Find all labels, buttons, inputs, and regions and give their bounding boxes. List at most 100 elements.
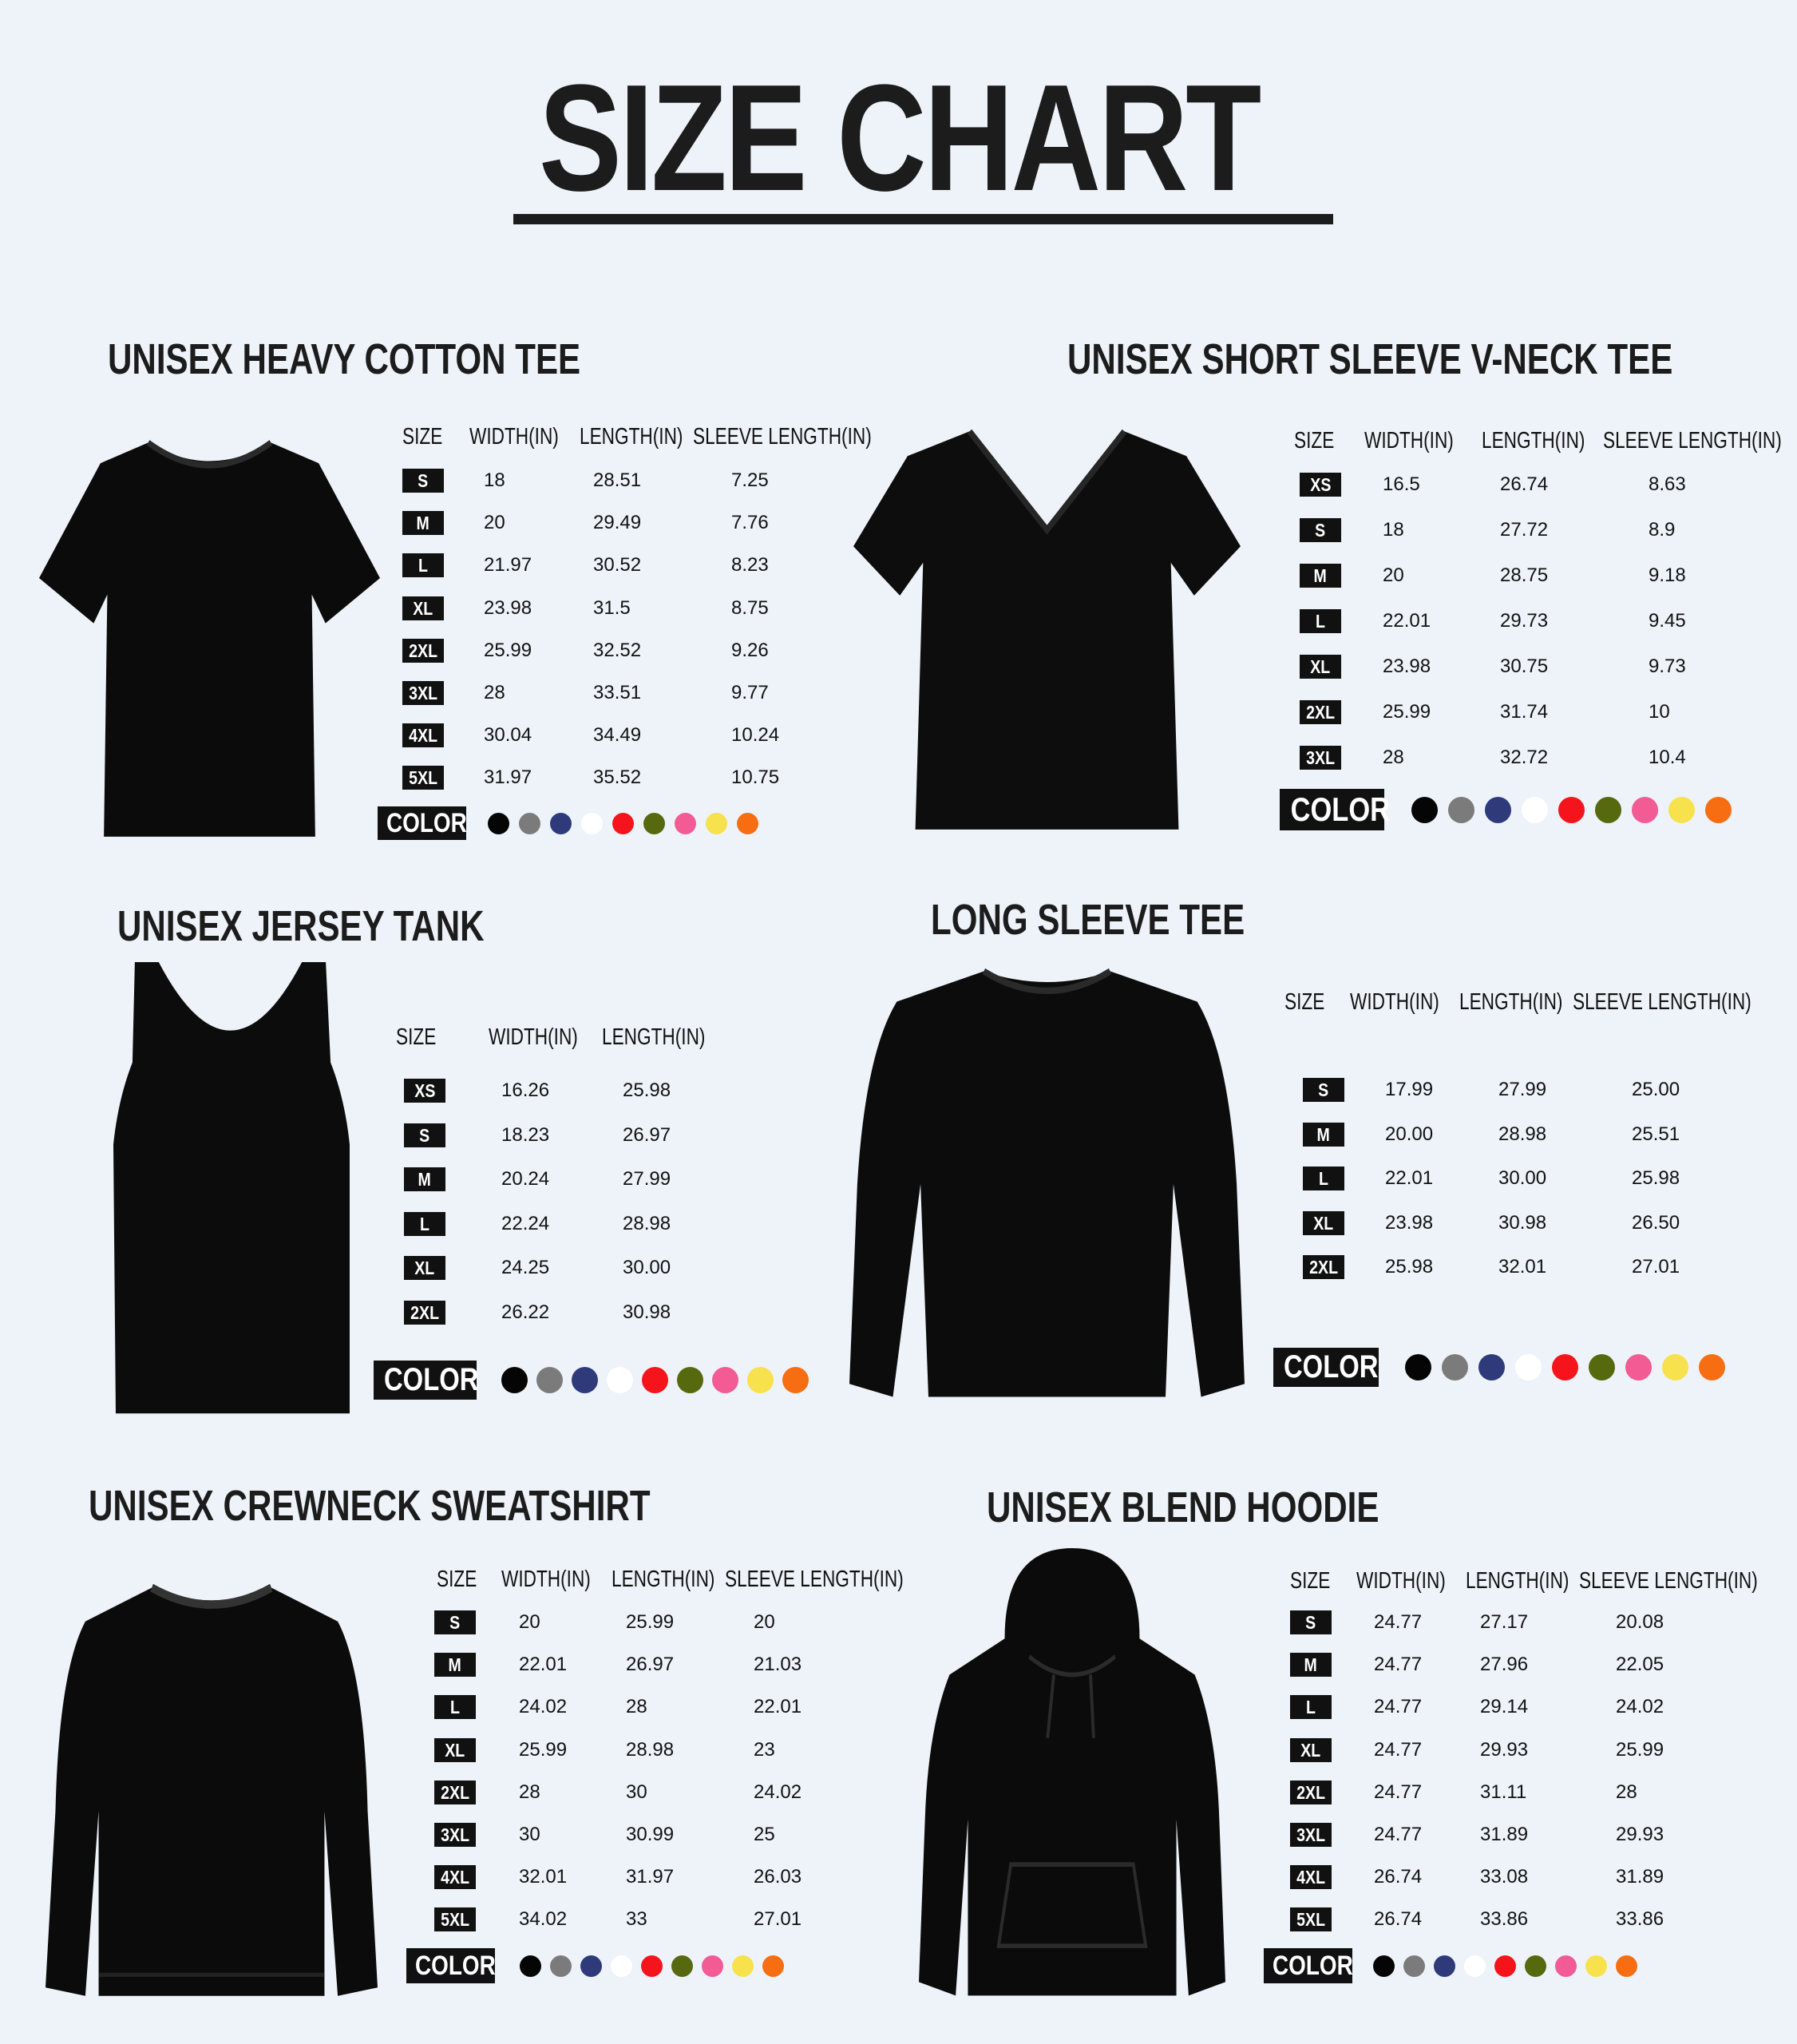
color-swatch[interactable] bbox=[641, 1955, 663, 1977]
color-swatch[interactable] bbox=[1403, 1955, 1425, 1977]
cell-length: 32.01 bbox=[1498, 1256, 1547, 1278]
size-badge-label: XL bbox=[1313, 1212, 1334, 1234]
color-swatch[interactable] bbox=[1552, 1354, 1578, 1380]
cell-sleeve-length: 7.25 bbox=[731, 469, 769, 491]
color-swatch[interactable] bbox=[677, 1367, 703, 1393]
color-swatch[interactable] bbox=[1494, 1955, 1516, 1977]
color-swatch[interactable] bbox=[671, 1955, 693, 1977]
color-swatch[interactable] bbox=[1705, 796, 1732, 823]
color-swatch[interactable] bbox=[706, 812, 727, 834]
cell-sleeve-length: 22.01 bbox=[754, 1696, 802, 1718]
color-swatch[interactable] bbox=[702, 1955, 723, 1977]
cell-length: 27.96 bbox=[1480, 1654, 1529, 1676]
color-label-text: COLOR bbox=[386, 808, 467, 838]
color-swatch[interactable] bbox=[1405, 1354, 1431, 1380]
color-swatch[interactable] bbox=[550, 1955, 572, 1977]
color-swatch[interactable] bbox=[1525, 1955, 1546, 1977]
section-title: LONG SLEEVE TEE bbox=[931, 896, 1245, 944]
size-badge: L bbox=[434, 1695, 476, 1720]
color-swatch[interactable] bbox=[1515, 1354, 1542, 1380]
color-swatch[interactable] bbox=[519, 812, 540, 834]
color-swatch[interactable] bbox=[1373, 1955, 1395, 1977]
cell-width: 20.24 bbox=[501, 1168, 550, 1190]
color-swatch[interactable] bbox=[1442, 1354, 1468, 1380]
color-swatch[interactable] bbox=[1478, 1354, 1505, 1380]
color-swatch[interactable] bbox=[607, 1367, 633, 1393]
size-badge: S bbox=[434, 1610, 476, 1634]
color-label: COLOR bbox=[374, 1361, 478, 1400]
cell-width: 18.23 bbox=[501, 1123, 550, 1146]
size-badge-label: 5XL bbox=[1296, 1909, 1325, 1931]
cell-width: 20 bbox=[484, 512, 505, 534]
size-badge: M bbox=[1290, 1653, 1332, 1678]
color-swatch[interactable] bbox=[1522, 796, 1548, 823]
cell-sleeve-length: 20.08 bbox=[1616, 1611, 1664, 1633]
color-swatch[interactable] bbox=[1595, 796, 1621, 823]
cell-sleeve-length: 28 bbox=[1616, 1781, 1637, 1803]
color-swatch[interactable] bbox=[1485, 796, 1511, 823]
color-swatch[interactable] bbox=[1668, 796, 1695, 823]
color-swatch[interactable] bbox=[581, 812, 603, 834]
color-swatch[interactable] bbox=[1625, 1354, 1652, 1380]
cell-width: 24.77 bbox=[1374, 1781, 1423, 1803]
size-badge: L bbox=[402, 553, 444, 578]
size-badge-label: 2XL bbox=[1306, 702, 1335, 723]
size-badge: M bbox=[434, 1653, 476, 1678]
section-title: UNISEX HEAVY COTTON TEE bbox=[108, 335, 581, 383]
color-swatch[interactable] bbox=[712, 1367, 738, 1393]
color-swatch[interactable] bbox=[572, 1367, 598, 1393]
cell-sleeve-length: 27.01 bbox=[754, 1908, 802, 1931]
cell-sleeve-length: 9.18 bbox=[1649, 564, 1686, 586]
color-swatch[interactable] bbox=[675, 812, 696, 834]
color-swatch[interactable] bbox=[1434, 1955, 1455, 1977]
color-swatch[interactable] bbox=[612, 812, 634, 834]
size-badge-label: 2XL bbox=[1296, 1781, 1325, 1803]
color-swatch[interactable] bbox=[536, 1367, 563, 1393]
color-swatch[interactable] bbox=[1464, 1955, 1486, 1977]
size-badge: 5XL bbox=[402, 766, 444, 790]
color-label-text: COLOR bbox=[1290, 790, 1391, 828]
color-swatch[interactable] bbox=[1662, 1354, 1688, 1380]
size-badge-label: XS bbox=[1309, 474, 1332, 495]
cell-length: 26.97 bbox=[626, 1654, 675, 1676]
color-swatch[interactable] bbox=[643, 812, 665, 834]
size-badge-label: 4XL bbox=[441, 1867, 469, 1888]
color-swatch[interactable] bbox=[550, 812, 572, 834]
color-swatch[interactable] bbox=[782, 1367, 809, 1393]
color-swatch[interactable] bbox=[1589, 1354, 1615, 1380]
column-header-width: WIDTH(IN) bbox=[1356, 1568, 1446, 1594]
size-badge: XL bbox=[434, 1737, 476, 1762]
cell-sleeve-length: 10.4 bbox=[1649, 747, 1686, 768]
color-swatch[interactable] bbox=[747, 1367, 774, 1393]
size-badge: 3XL bbox=[434, 1823, 476, 1847]
color-swatch[interactable] bbox=[732, 1955, 754, 1977]
column-header-size: SIZE bbox=[1294, 428, 1335, 454]
color-swatch[interactable] bbox=[1699, 1354, 1725, 1380]
color-swatch[interactable] bbox=[580, 1955, 602, 1977]
cell-length: 29.49 bbox=[593, 512, 642, 534]
section-title: UNISEX SHORT SLEEVE V-NECK TEE bbox=[1067, 335, 1673, 383]
color-swatch[interactable] bbox=[1448, 796, 1474, 823]
color-swatch[interactable] bbox=[1411, 796, 1438, 823]
color-swatch[interactable] bbox=[1616, 1955, 1637, 1977]
cell-width: 28 bbox=[1383, 747, 1404, 768]
color-swatch[interactable] bbox=[1632, 796, 1658, 823]
size-badge-label: S bbox=[419, 1124, 430, 1146]
color-swatch[interactable] bbox=[501, 1367, 528, 1393]
color-swatch[interactable] bbox=[762, 1955, 784, 1977]
color-swatch[interactable] bbox=[520, 1955, 541, 1977]
color-swatch[interactable] bbox=[737, 812, 758, 834]
size-badge-label: 3XL bbox=[409, 683, 437, 703]
color-swatch[interactable] bbox=[488, 812, 509, 834]
size-badge: XS bbox=[404, 1079, 445, 1103]
color-swatch[interactable] bbox=[1585, 1955, 1607, 1977]
size-badge: XL bbox=[402, 596, 444, 620]
color-swatch[interactable] bbox=[1558, 796, 1585, 823]
color-swatch[interactable] bbox=[1555, 1955, 1577, 1977]
cell-sleeve-length: 26.50 bbox=[1632, 1211, 1680, 1234]
cell-width: 26.22 bbox=[501, 1301, 550, 1323]
color-swatch[interactable] bbox=[611, 1955, 632, 1977]
size-badge-label: M bbox=[1316, 1123, 1331, 1145]
color-swatch[interactable] bbox=[642, 1367, 668, 1393]
cell-width: 24.77 bbox=[1374, 1696, 1423, 1718]
